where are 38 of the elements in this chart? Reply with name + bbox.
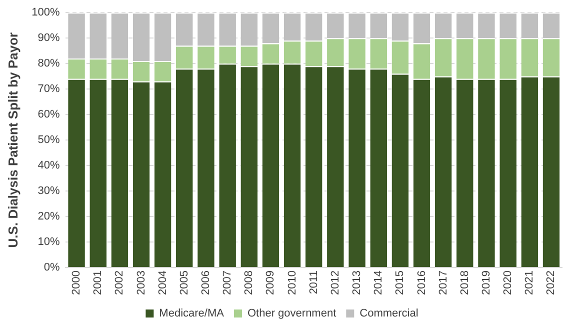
x-tick-label: 2006 [200,270,212,296]
x-tick-label: 2019 [480,270,493,296]
x-tick-label: 2010 [286,270,298,296]
legend-label: Other government [247,308,336,320]
x-tick-label: 2009 [264,270,277,296]
y-tick-label: 70% [38,83,60,96]
x-tick-label: 2005 [178,270,190,296]
y-tick-label: 0% [44,262,60,274]
x-tick-label: 2017 [437,270,450,296]
y-tick-label: 80% [38,58,60,70]
x-tick-label: 2013 [351,270,364,296]
x-tick-label: 2015 [394,270,406,296]
y-axis-title: U.S. Dialysis Patient Split by Payor [5,32,20,248]
y-tick-label: 20% [38,210,60,223]
legend-label: Medicare/MA [159,308,225,320]
x-tick-label: 2000 [70,270,83,296]
x-tick-label: 2018 [458,270,471,296]
y-tick-label: 50% [38,134,60,146]
y-tick-label: 100% [32,6,60,19]
x-tick-label: 2003 [135,270,148,296]
y-tick-label: 10% [38,236,60,248]
y-tick-label: 40% [38,160,60,172]
y-tick-label: 30% [38,185,60,198]
y-tick-label: 90% [38,32,60,44]
x-tick-label: 2004 [156,270,169,296]
y-tick-label: 60% [38,108,60,121]
x-tick-label: 2008 [243,270,256,296]
x-tick-label: 2016 [416,270,428,296]
x-tick-label: 2011 [308,270,320,294]
x-tick-label: 2002 [114,270,126,296]
x-tick-label: 2014 [372,270,385,296]
x-tick-label: 2012 [329,270,342,296]
x-tick-label: 2001 [92,270,104,296]
x-tick-label: 2022 [545,270,558,296]
x-tick-label: 2021 [524,270,536,296]
x-tick-label: 2020 [502,270,514,296]
legend-label: Commercial [360,308,418,320]
x-tick-label: 2007 [222,270,234,296]
